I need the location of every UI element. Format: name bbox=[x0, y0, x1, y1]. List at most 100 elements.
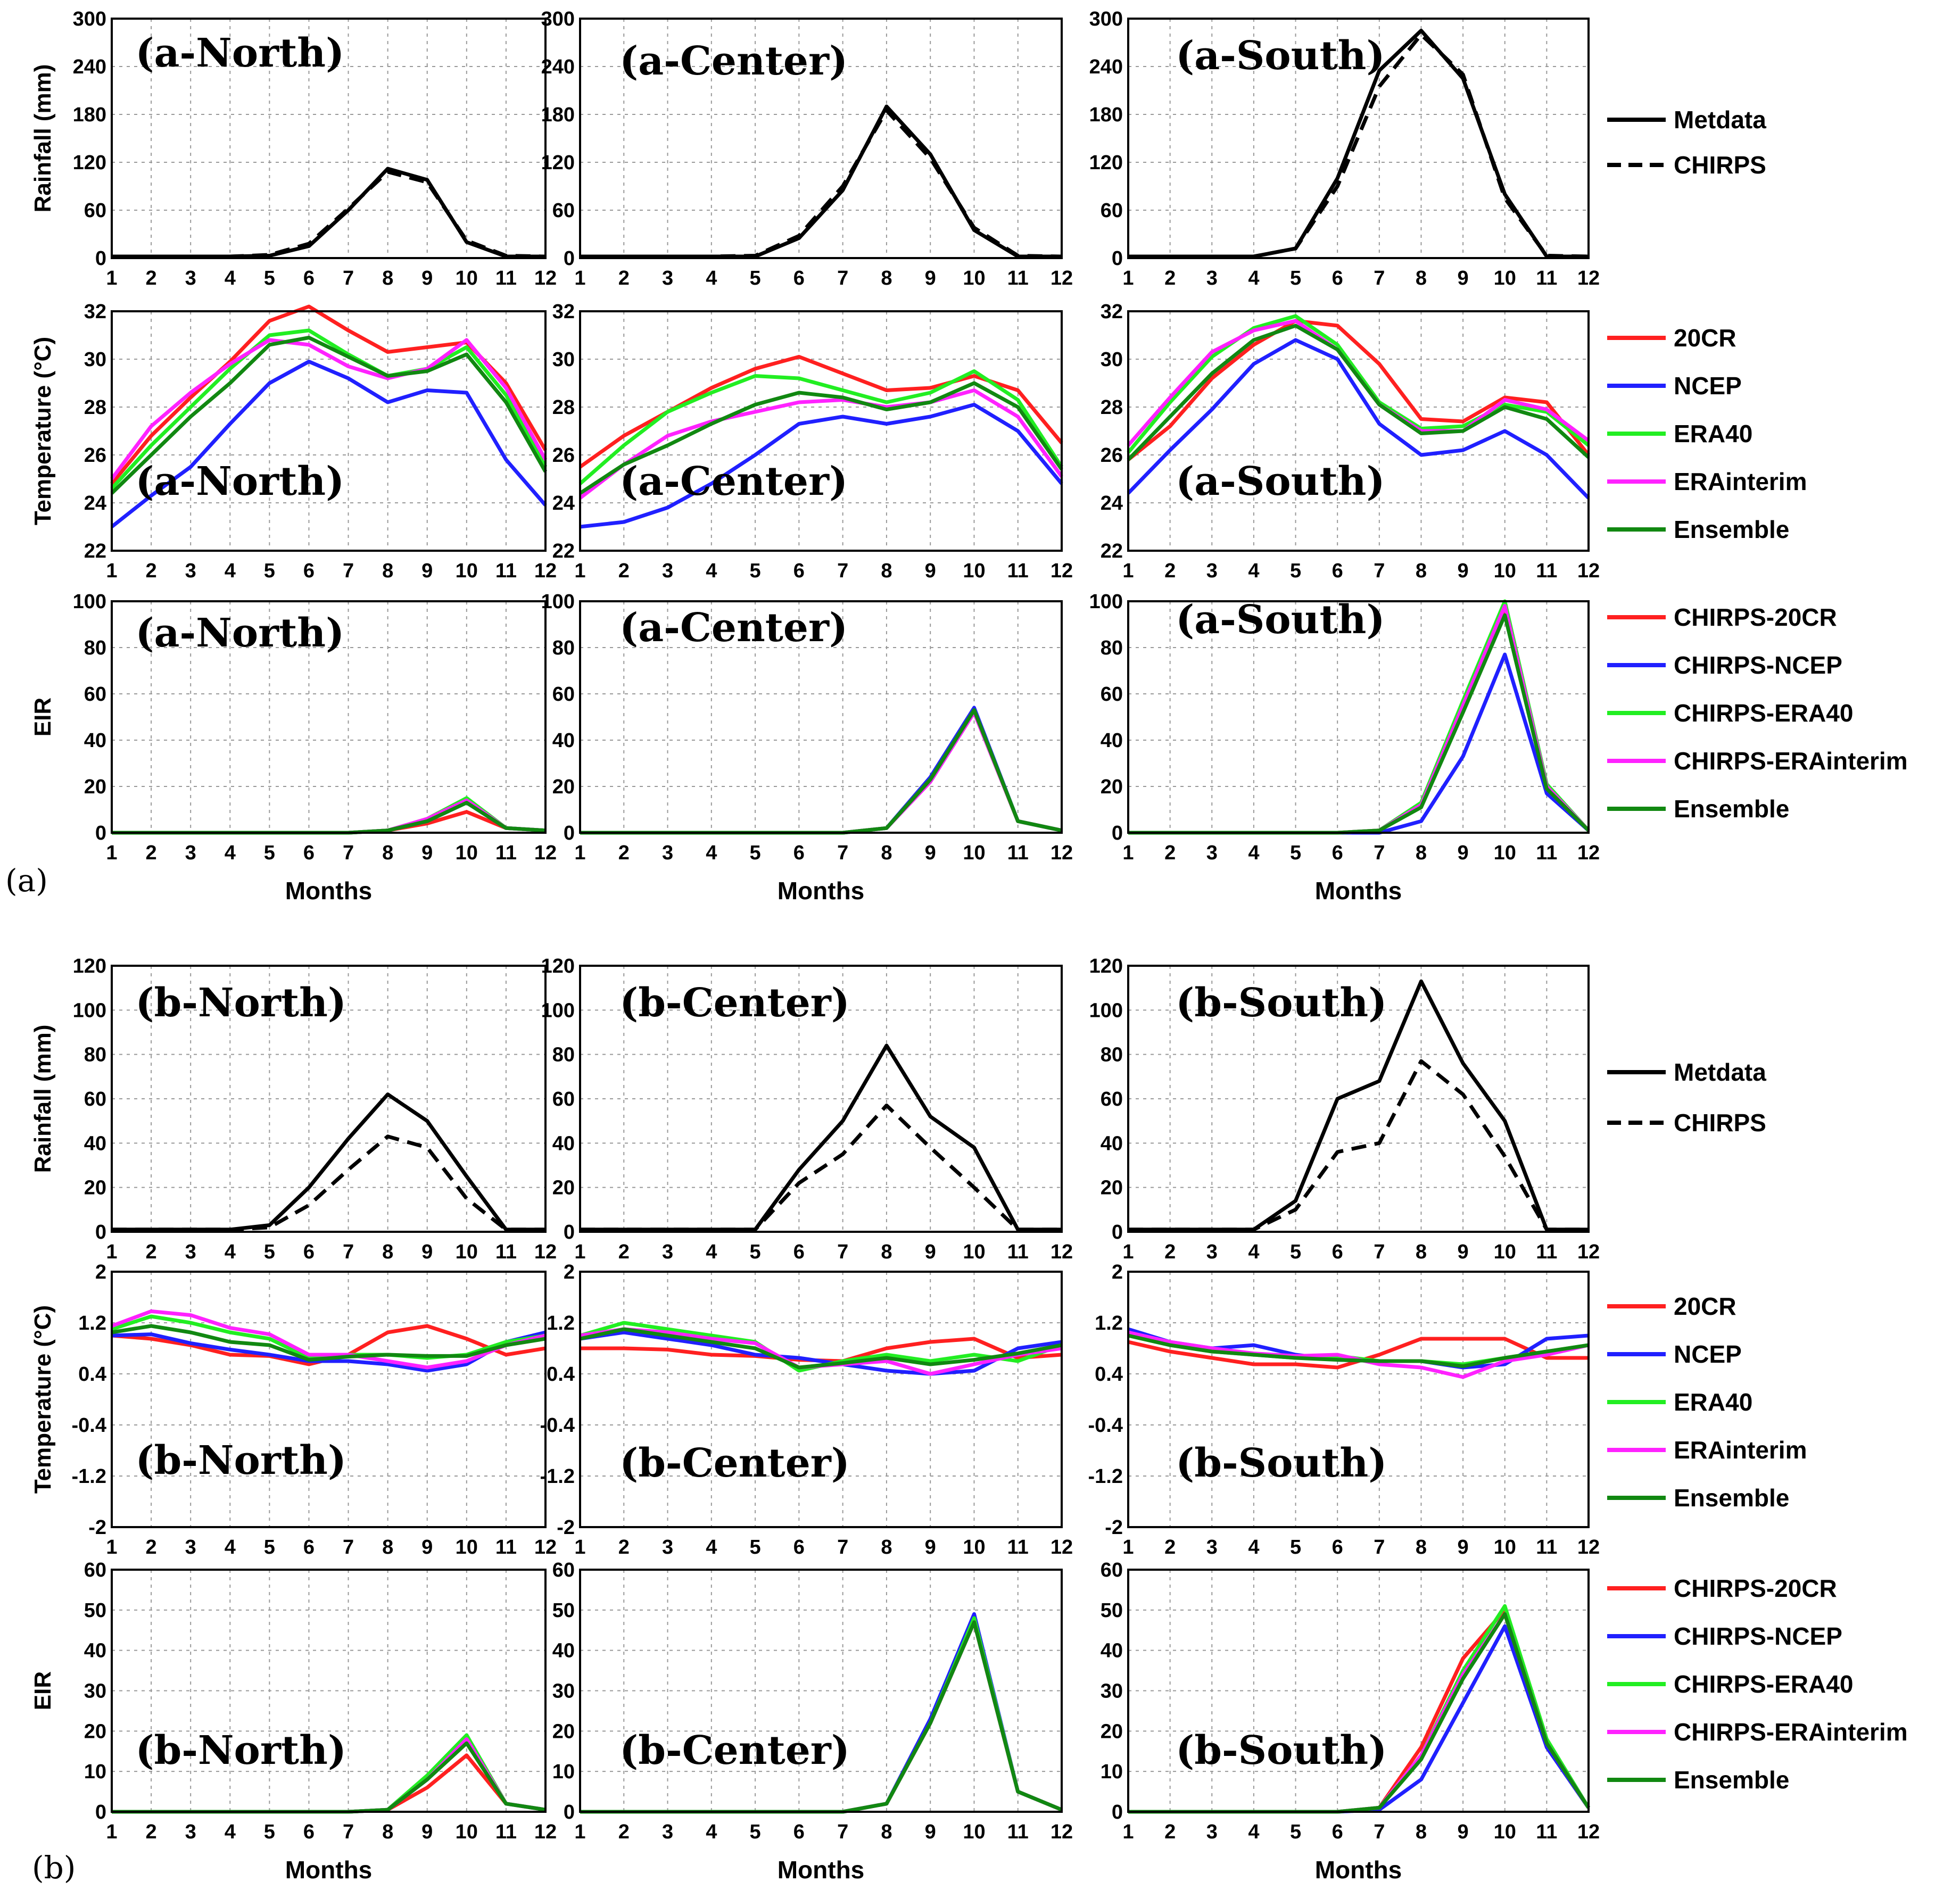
y-tick-label: 60 bbox=[1101, 200, 1123, 222]
x-tick-label: 11 bbox=[1007, 1241, 1029, 1263]
y-tick-label: 40 bbox=[84, 1132, 106, 1155]
x-tick-label: 8 bbox=[382, 267, 393, 289]
figure-label-b: (b) bbox=[32, 1850, 76, 1886]
x-tick-label: 11 bbox=[495, 1821, 517, 1843]
y-tick-label: 30 bbox=[1101, 1680, 1123, 1703]
legend-entry-ncep: NCEP bbox=[1607, 1340, 1742, 1368]
x-tick-label: 1 bbox=[1122, 267, 1134, 289]
x-tick-label: 9 bbox=[1458, 1821, 1469, 1843]
x-tick-label: 12 bbox=[1051, 842, 1073, 864]
y-tick-label: 120 bbox=[1089, 955, 1123, 977]
x-tick-label: 6 bbox=[1332, 560, 1343, 582]
x-tick-label: 9 bbox=[1458, 842, 1469, 864]
x-tick-label: 3 bbox=[1206, 560, 1218, 582]
x-tick-label: 9 bbox=[925, 1821, 936, 1843]
y-tick-label: -1.2 bbox=[72, 1465, 106, 1488]
x-tick-label: 6 bbox=[303, 1821, 315, 1843]
y-tick-label: 20 bbox=[552, 1177, 575, 1199]
x-tick-label: 11 bbox=[495, 1241, 517, 1263]
legend-entry-chirps-era40: CHIRPS-ERA40 bbox=[1607, 699, 1853, 727]
x-tick-label: 3 bbox=[1206, 1821, 1218, 1843]
x-tick-label: 7 bbox=[343, 1821, 354, 1843]
y-tick-label: 2 bbox=[564, 1261, 575, 1283]
y-tick-label: 80 bbox=[84, 637, 106, 659]
legend-label: CHIRPS-ERAinterim bbox=[1674, 747, 1908, 775]
x-tick-label: 3 bbox=[662, 842, 673, 864]
series-line-ensemble bbox=[1127, 324, 1590, 461]
x-tick-label: 9 bbox=[421, 267, 433, 289]
x-tick-label: 6 bbox=[793, 1536, 805, 1559]
y-tick-label: 60 bbox=[84, 200, 106, 222]
legend-label: CHIRPS-20CR bbox=[1674, 603, 1837, 631]
y-axis-label: EIR bbox=[30, 698, 56, 736]
y-tick-label: 20 bbox=[552, 1720, 575, 1743]
x-tick-label: 3 bbox=[185, 1241, 196, 1263]
series-line-chirps-erainterim bbox=[1128, 1612, 1590, 1814]
series-line-ncep bbox=[111, 1330, 546, 1373]
x-tick-label: 7 bbox=[837, 1536, 848, 1559]
x-tick-label: 10 bbox=[456, 1241, 478, 1263]
y-tick-label: 0 bbox=[95, 247, 106, 270]
y-tick-label: 28 bbox=[552, 396, 575, 419]
y-tick-label: 1.2 bbox=[1095, 1312, 1123, 1334]
x-tick-label: 4 bbox=[225, 267, 236, 289]
x-tick-label: 5 bbox=[264, 560, 275, 582]
x-tick-label: 12 bbox=[534, 1536, 557, 1559]
x-tick-label: 8 bbox=[382, 1241, 393, 1263]
x-tick-label: 4 bbox=[1248, 842, 1259, 864]
x-tick-label: 12 bbox=[1577, 267, 1600, 289]
x-tick-label: 4 bbox=[706, 267, 717, 289]
x-tick-label: 2 bbox=[146, 560, 157, 582]
legend-entry-ensemble: Ensemble bbox=[1607, 1766, 1789, 1794]
plot-frame bbox=[1127, 1271, 1590, 1528]
y-tick-label: 28 bbox=[84, 396, 106, 419]
series-line-ncep bbox=[110, 360, 547, 528]
plot-frame bbox=[1127, 965, 1590, 1233]
legend-label: Metdata bbox=[1674, 1058, 1766, 1086]
x-tick-label: 5 bbox=[264, 1536, 275, 1559]
plot-frame bbox=[111, 600, 547, 834]
series-line-chirps-era40 bbox=[112, 796, 546, 835]
x-tick-label: 4 bbox=[1248, 560, 1259, 582]
y-tick-label: 20 bbox=[1101, 776, 1123, 798]
legend-entry-era40: ERA40 bbox=[1607, 420, 1752, 447]
x-tick-label: 8 bbox=[1416, 1536, 1427, 1559]
x-tick-label: 6 bbox=[793, 842, 805, 864]
x-tick-label: 2 bbox=[146, 1241, 157, 1263]
x-tick-label: 2 bbox=[146, 1821, 157, 1843]
y-tick-label: 0 bbox=[1112, 247, 1123, 270]
panel-b-temp-1: -2-1.2-0.40.41.221 2 3 4 5 6 7 8 9 10 11 12(b-Cente… bbox=[540, 1261, 1073, 1559]
x-tick-label: 5 bbox=[1290, 560, 1301, 582]
x-tick-label: 10 bbox=[456, 1536, 478, 1559]
legend-entry-chirps-erainterim: CHIRPS-ERAinterim bbox=[1607, 747, 1908, 775]
x-tick-label: 5 bbox=[750, 560, 761, 582]
x-tick-label: 10 bbox=[1494, 1536, 1516, 1559]
y-axis-label: Temperature (°C) bbox=[30, 1305, 56, 1494]
y-tick-label: 120 bbox=[73, 955, 106, 977]
x-tick-label: 9 bbox=[421, 1536, 433, 1559]
panel-title: (b-Center) bbox=[619, 1728, 850, 1773]
x-tick-label: 1 bbox=[574, 842, 585, 864]
x-tick-label: 11 bbox=[495, 560, 517, 582]
legend-entry-chirps-ncep: CHIRPS-NCEP bbox=[1607, 651, 1842, 679]
x-tick-label: 4 bbox=[706, 842, 717, 864]
y-tick-label: 0.4 bbox=[78, 1363, 106, 1386]
y-tick-label: -2 bbox=[88, 1516, 106, 1539]
x-tick-label: 2 bbox=[618, 1536, 630, 1559]
x-tick-label: 1 bbox=[1122, 842, 1134, 864]
plot-frame bbox=[579, 1271, 1063, 1528]
panel-title: (b-North) bbox=[135, 980, 346, 1026]
panel-title: (a-North) bbox=[135, 459, 344, 504]
x-tick-label: 2 bbox=[1164, 267, 1176, 289]
x-tick-label: 10 bbox=[1494, 1821, 1516, 1843]
y-tick-label: 0.4 bbox=[547, 1363, 575, 1386]
panel-title: (b-North) bbox=[135, 1438, 346, 1483]
x-tick-label: 8 bbox=[881, 560, 892, 582]
x-tick-label: 9 bbox=[1458, 1536, 1469, 1559]
panel-title: (a-South) bbox=[1176, 33, 1385, 79]
y-tick-label: 0.4 bbox=[1095, 1363, 1123, 1386]
series-line-chirps bbox=[580, 1104, 1062, 1232]
